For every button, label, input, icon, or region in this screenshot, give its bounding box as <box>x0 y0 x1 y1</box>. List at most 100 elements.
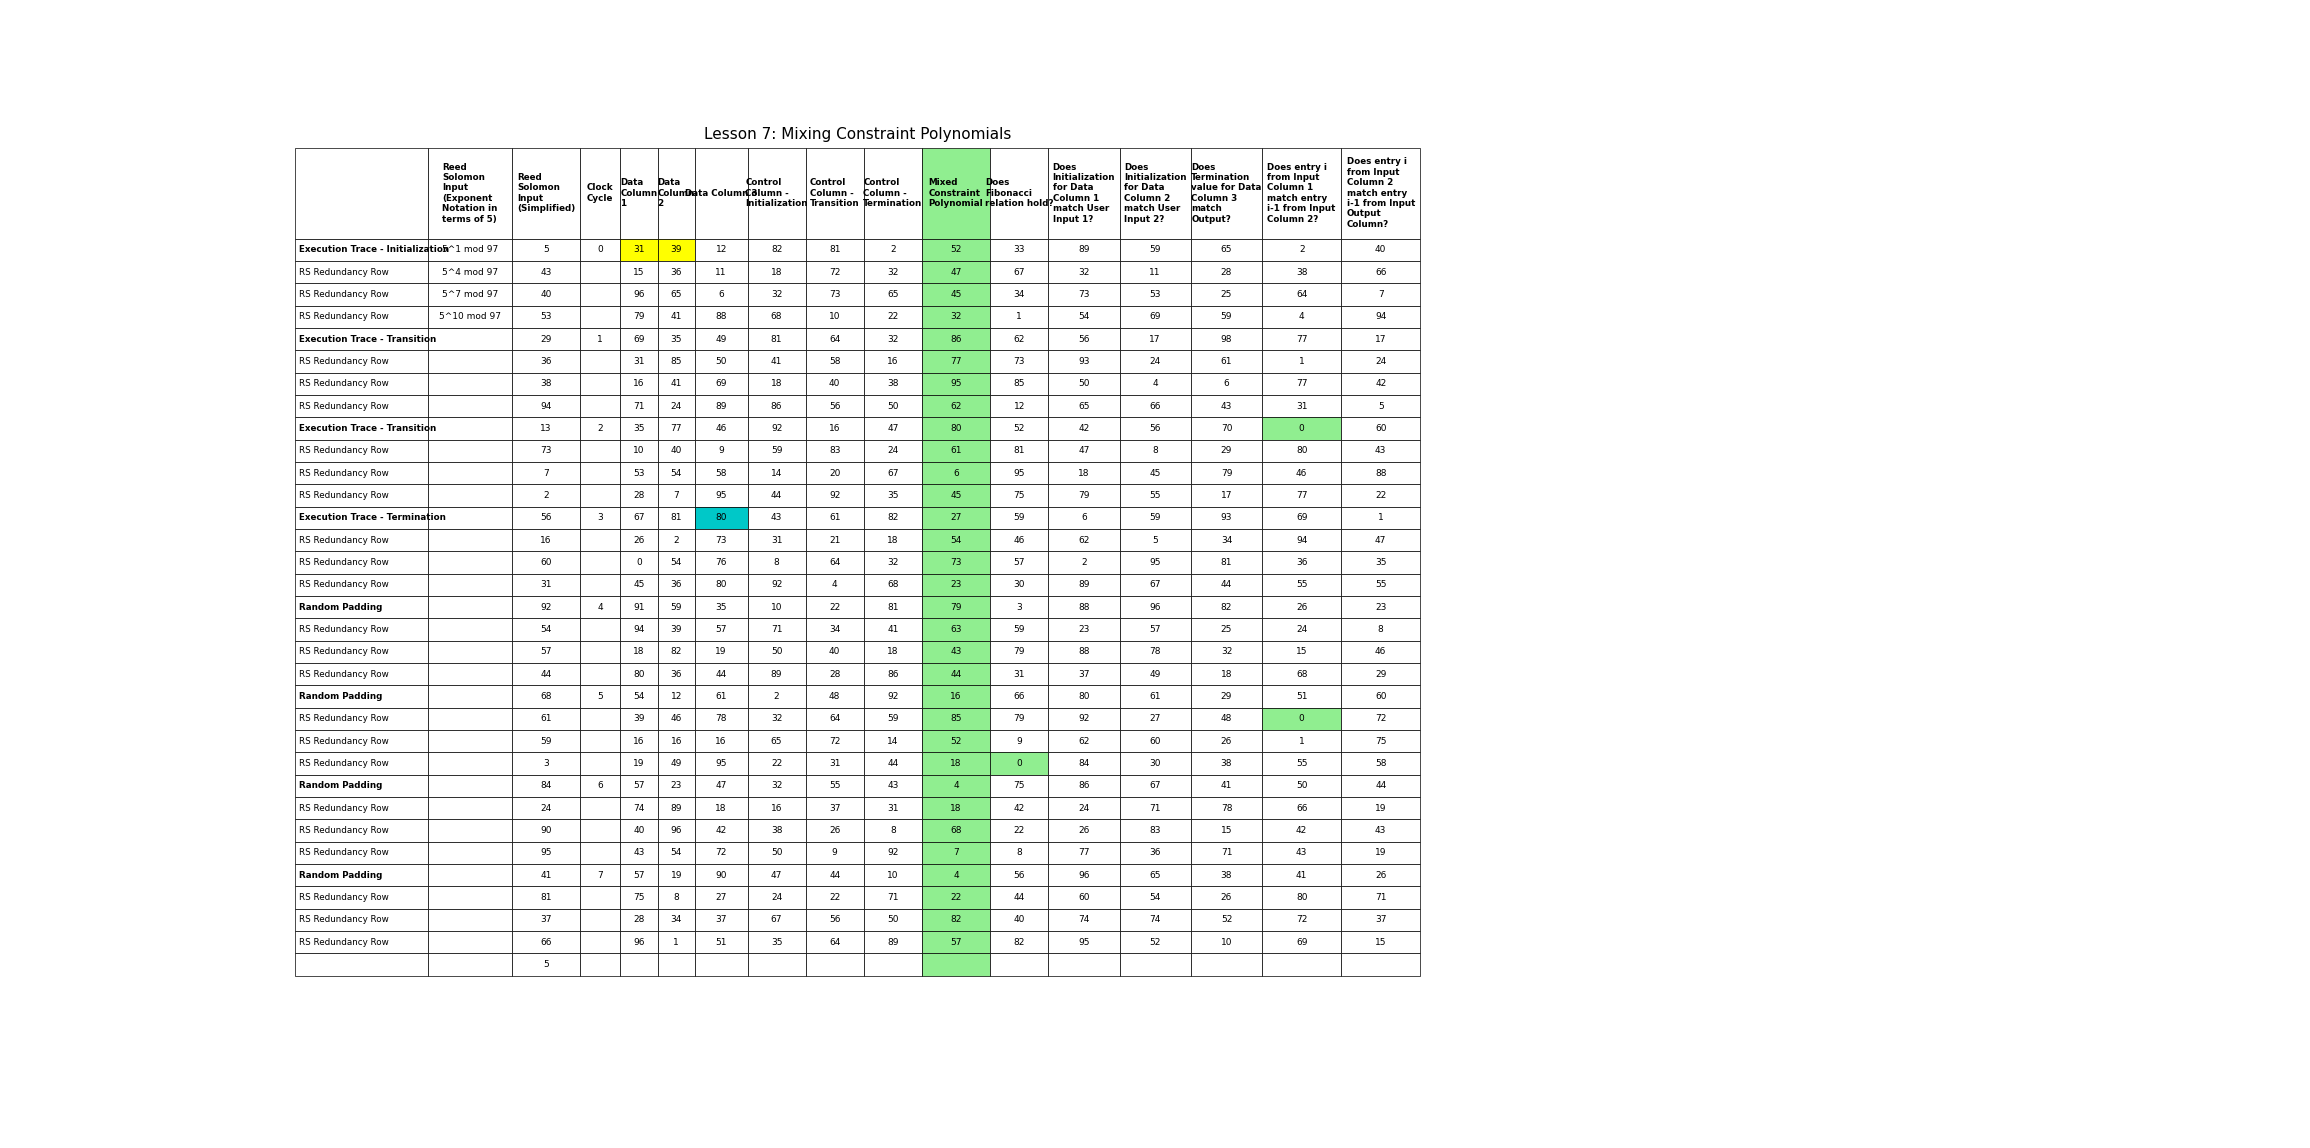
Bar <box>621 239 658 261</box>
Bar <box>806 596 864 619</box>
Text: 94: 94 <box>541 402 552 411</box>
Bar <box>427 574 513 596</box>
Bar <box>1342 350 1421 373</box>
Text: 24: 24 <box>670 402 681 411</box>
Bar <box>580 529 621 551</box>
Bar <box>296 506 427 529</box>
Bar <box>1261 864 1342 886</box>
Text: 43: 43 <box>887 782 899 790</box>
Text: 43: 43 <box>772 513 783 522</box>
Text: 36: 36 <box>670 580 681 589</box>
Text: 31: 31 <box>633 357 644 366</box>
Text: 16: 16 <box>772 804 783 813</box>
Text: 28: 28 <box>829 669 841 678</box>
Bar <box>748 953 806 976</box>
Bar <box>806 841 864 863</box>
Bar <box>991 417 1049 440</box>
Bar <box>991 775 1049 797</box>
Text: 44: 44 <box>1014 893 1026 902</box>
Text: 43: 43 <box>949 647 961 657</box>
Text: 44: 44 <box>772 491 783 499</box>
Text: 52: 52 <box>1014 424 1026 433</box>
Bar <box>513 350 580 373</box>
Bar <box>1120 148 1192 239</box>
Text: 9: 9 <box>832 848 839 858</box>
Bar <box>427 395 513 417</box>
Bar <box>1192 864 1261 886</box>
Bar <box>621 373 658 395</box>
Bar <box>864 506 922 529</box>
Bar <box>513 551 580 574</box>
Text: 35: 35 <box>887 491 899 499</box>
Bar <box>580 574 621 596</box>
Text: 81: 81 <box>1014 447 1026 456</box>
Text: 8: 8 <box>1377 625 1384 634</box>
Text: Data
Column
1: Data Column 1 <box>621 178 658 208</box>
Text: 95: 95 <box>716 491 728 499</box>
Text: 3: 3 <box>543 759 550 768</box>
Bar <box>621 730 658 752</box>
Text: 86: 86 <box>772 402 783 411</box>
Text: 7: 7 <box>954 848 959 858</box>
Bar <box>922 662 991 685</box>
Text: 7: 7 <box>598 870 603 879</box>
Bar <box>580 841 621 863</box>
Bar <box>1342 484 1421 506</box>
Bar <box>864 284 922 305</box>
Bar <box>922 328 991 350</box>
Bar <box>1049 752 1120 775</box>
Text: 40: 40 <box>829 647 841 657</box>
Text: RS Redundancy Row: RS Redundancy Row <box>298 357 388 366</box>
Bar <box>748 596 806 619</box>
Text: 23: 23 <box>1374 603 1386 612</box>
Text: 48: 48 <box>1220 714 1231 723</box>
Bar <box>1261 730 1342 752</box>
Text: 36: 36 <box>1150 848 1162 858</box>
Text: Does
Fibonacci
relation hold?: Does Fibonacci relation hold? <box>984 178 1053 208</box>
Bar <box>513 148 580 239</box>
Bar <box>427 350 513 373</box>
Text: 73: 73 <box>829 290 841 298</box>
Text: RS Redundancy Row: RS Redundancy Row <box>298 491 388 499</box>
Text: 42: 42 <box>1014 804 1026 813</box>
Bar <box>621 775 658 797</box>
Text: 35: 35 <box>772 938 783 946</box>
Text: 72: 72 <box>1374 714 1386 723</box>
Text: 23: 23 <box>670 782 681 790</box>
Bar <box>748 529 806 551</box>
Bar <box>806 148 864 239</box>
Bar <box>1049 284 1120 305</box>
Bar <box>1192 931 1261 953</box>
Bar <box>1261 395 1342 417</box>
Bar <box>513 373 580 395</box>
Bar <box>580 752 621 775</box>
Bar <box>1261 619 1342 641</box>
Bar <box>748 551 806 574</box>
Bar <box>513 305 580 328</box>
Text: 13: 13 <box>541 424 552 433</box>
Text: 95: 95 <box>949 379 961 388</box>
Text: 67: 67 <box>1014 267 1026 277</box>
Text: 54: 54 <box>1079 312 1090 321</box>
Bar <box>658 461 695 484</box>
Text: 10: 10 <box>633 447 644 456</box>
Text: 41: 41 <box>1220 782 1231 790</box>
Text: 68: 68 <box>541 692 552 701</box>
Bar <box>621 596 658 619</box>
Bar <box>427 284 513 305</box>
Text: RS Redundancy Row: RS Redundancy Row <box>298 804 388 813</box>
Text: 25: 25 <box>1220 625 1231 634</box>
Bar <box>658 440 695 461</box>
Bar <box>695 641 748 662</box>
Text: 84: 84 <box>1079 759 1090 768</box>
Text: 46: 46 <box>1374 647 1386 657</box>
Bar <box>806 350 864 373</box>
Bar <box>513 417 580 440</box>
Bar <box>991 350 1049 373</box>
Text: 44: 44 <box>716 669 728 678</box>
Bar <box>748 730 806 752</box>
Text: 40: 40 <box>829 379 841 388</box>
Bar <box>1120 417 1192 440</box>
Text: 60: 60 <box>1374 424 1386 433</box>
Bar <box>1120 551 1192 574</box>
